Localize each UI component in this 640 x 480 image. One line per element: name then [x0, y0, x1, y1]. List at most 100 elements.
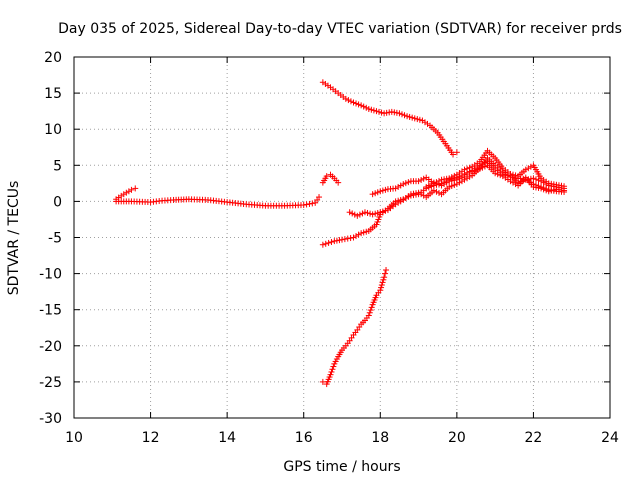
data-point: [309, 200, 316, 207]
x-tick-label: 24: [601, 430, 619, 446]
x-tick-label: 12: [142, 430, 160, 446]
data-point: [356, 211, 363, 218]
data-point: [346, 209, 353, 216]
data-point: [405, 179, 412, 186]
data-point: [466, 164, 473, 171]
data-point: [303, 201, 310, 208]
data-point: [361, 209, 368, 216]
tick-labels: 10 12 14 16 18 20 22 24 -30 -25 -20 -15 -10 -5 0 5 10 15 2…: [39, 50, 619, 446]
data-point: [344, 235, 351, 242]
data-point: [306, 200, 313, 207]
data-point: [382, 207, 389, 214]
data-point: [368, 304, 375, 311]
data-point: [438, 182, 445, 189]
data-point: [377, 287, 384, 294]
data-point: [435, 189, 442, 196]
chart-title: Day 035 of 2025, Sidereal Day-to-day VTE…: [58, 21, 622, 37]
data-point: [379, 279, 386, 286]
data-point: [372, 190, 379, 197]
data-point: [355, 231, 362, 238]
data-point: [316, 194, 323, 201]
data-point: [456, 175, 463, 182]
data-point: [510, 179, 517, 186]
data-point: [125, 188, 132, 195]
data-point: [376, 108, 383, 115]
data-point: [415, 178, 422, 185]
data-point: [522, 166, 529, 173]
data-point: [538, 185, 545, 192]
data-point: [433, 180, 440, 187]
data-point: [358, 102, 365, 109]
plot-frame: [73, 56, 611, 419]
data-point: [376, 213, 383, 220]
data-point: [379, 208, 386, 215]
data-point: [507, 178, 514, 185]
data-point: [395, 199, 402, 206]
y-tick-label: 0: [53, 194, 62, 210]
data-point: [300, 202, 307, 209]
x-axis-label: GPS time / hours: [283, 459, 400, 475]
data-point: [327, 371, 334, 378]
data-point: [374, 218, 381, 225]
data-point: [404, 113, 411, 120]
data-point: [532, 176, 539, 183]
data-point: [464, 165, 471, 172]
data-point: [359, 210, 366, 217]
data-point: [345, 97, 352, 104]
data-point: [397, 198, 404, 205]
data-point: [414, 116, 421, 123]
data-point: [418, 176, 425, 183]
data-point: [443, 179, 450, 186]
y-tick-label: -30: [39, 411, 62, 427]
data-point: [392, 201, 399, 208]
x-tick-label: 10: [65, 430, 83, 446]
data-point: [474, 166, 481, 173]
data-point: [349, 210, 356, 217]
y-tick-label: -20: [39, 339, 62, 355]
data-point: [446, 183, 453, 190]
data-point: [325, 239, 332, 246]
data-point: [430, 187, 437, 194]
data-point: [530, 175, 537, 182]
data-point: [335, 179, 342, 186]
data-point: [510, 171, 517, 178]
data-point: [374, 209, 381, 216]
data-point: [382, 186, 389, 193]
data-point: [382, 270, 389, 277]
data-point: [379, 187, 386, 194]
y-axis-label: SDTVAR / TECUs: [6, 181, 22, 296]
data-point: [416, 116, 423, 123]
data-point: [347, 98, 354, 105]
data-point: [364, 209, 371, 216]
data-point: [461, 166, 468, 173]
data-point: [319, 241, 326, 248]
data-point: [341, 236, 348, 243]
data-point: [378, 282, 385, 289]
data-point: [497, 172, 504, 179]
data-point: [435, 181, 442, 188]
data-point: [377, 188, 384, 195]
data-point: [448, 182, 455, 189]
data-point: [400, 181, 407, 188]
x-tick-label: 18: [371, 430, 389, 446]
y-tick-label: 20: [44, 50, 62, 66]
y-tick-label: -25: [39, 375, 62, 391]
data-point: [527, 163, 534, 170]
data-point: [415, 189, 422, 196]
data-point: [398, 111, 405, 118]
data-point: [507, 170, 514, 177]
data-point: [370, 107, 377, 114]
y-tick-label: 5: [53, 158, 62, 174]
data-point: [469, 168, 476, 175]
data-point: [367, 307, 374, 314]
data-point: [392, 185, 399, 192]
data-point: [561, 187, 568, 194]
data-point: [453, 176, 460, 183]
data-point: [409, 114, 416, 121]
data-point: [458, 174, 465, 181]
data-point: [369, 191, 376, 198]
data-point: [363, 228, 370, 235]
data-point: [428, 181, 435, 188]
data-point: [330, 363, 337, 370]
